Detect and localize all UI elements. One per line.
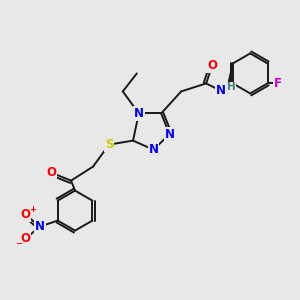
Text: O: O: [21, 208, 31, 221]
Text: S: S: [105, 138, 113, 151]
Text: N: N: [216, 84, 226, 97]
Text: +: +: [29, 205, 36, 214]
Text: N: N: [165, 128, 175, 141]
Text: F: F: [274, 77, 281, 90]
Text: −: −: [15, 239, 22, 248]
Text: O: O: [207, 59, 217, 72]
Text: O: O: [46, 166, 56, 179]
Text: N: N: [35, 220, 45, 233]
Text: H: H: [227, 82, 236, 92]
Text: N: N: [148, 143, 158, 156]
Text: O: O: [21, 232, 31, 245]
Text: N: N: [134, 107, 144, 120]
